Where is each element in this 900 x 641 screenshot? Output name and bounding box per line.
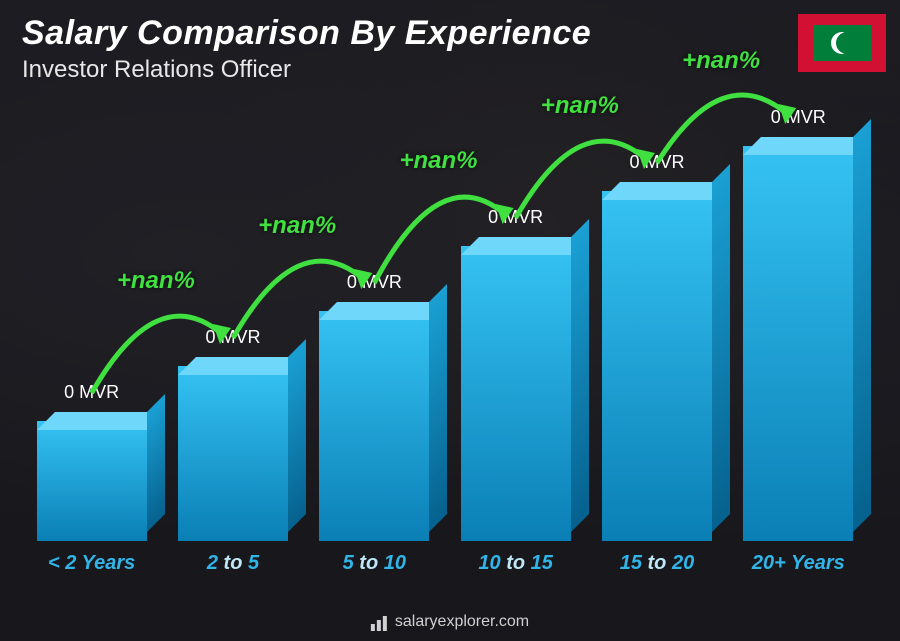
delta-label: +nan% [682, 47, 760, 75]
flag-crescent-icon [831, 32, 853, 54]
logo-bars-icon [371, 613, 389, 631]
footer: salaryexplorer.com [371, 613, 529, 631]
delta-arrow-icon [30, 100, 860, 571]
bar-chart: 0 MVR< 2 Years0 MVR2 to 50 MVR5 to 100 M… [30, 100, 860, 571]
flag-inner [813, 25, 871, 61]
chart-subtitle: Investor Relations Officer [22, 56, 291, 84]
footer-text: salaryexplorer.com [395, 613, 529, 631]
country-flag-maldives [798, 14, 886, 72]
chart-title: Salary Comparison By Experience [22, 14, 591, 53]
chart-canvas: Salary Comparison By Experience Investor… [0, 0, 900, 641]
